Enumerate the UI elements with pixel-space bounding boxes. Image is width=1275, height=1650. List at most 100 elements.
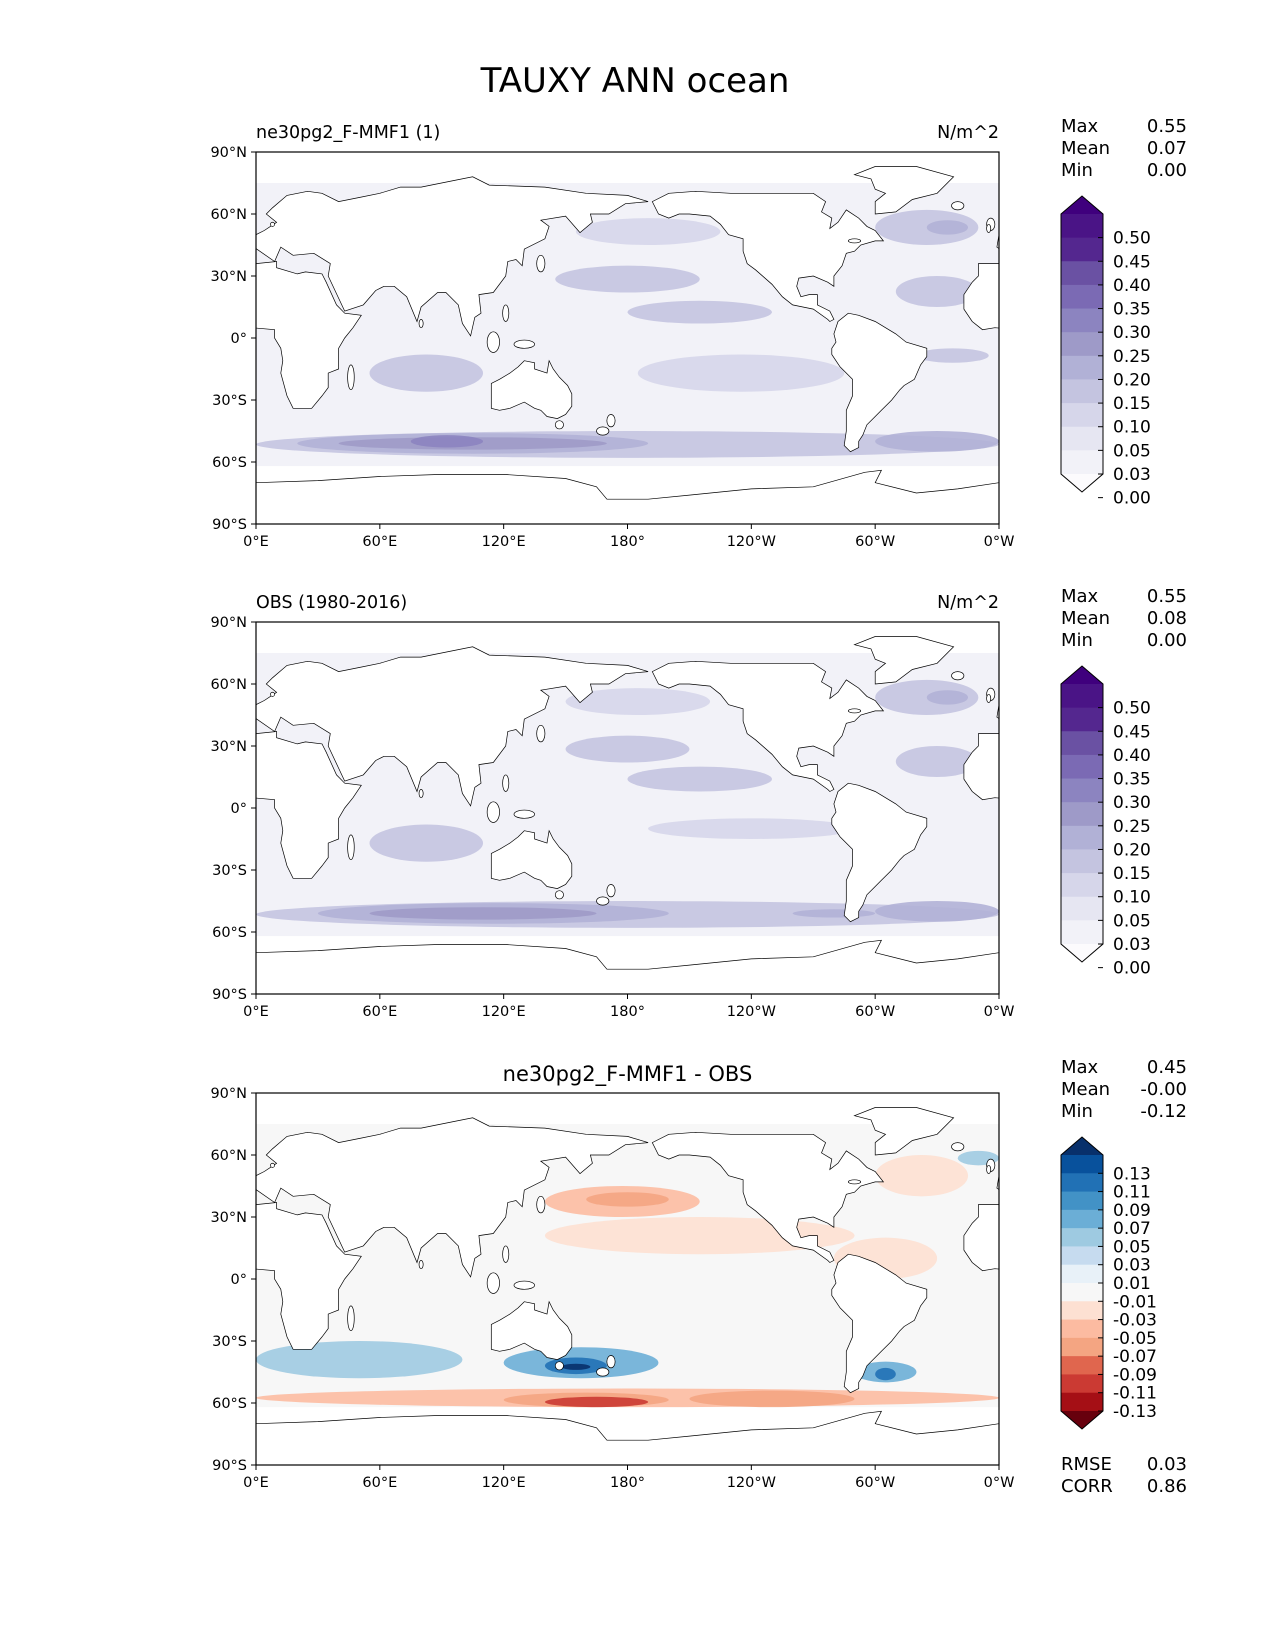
plot-area [256,1107,999,1465]
colorbar-segment [1061,1155,1103,1174]
island [951,201,965,211]
y-tick-label: 60°N [210,207,247,223]
island [513,339,535,349]
colorbar-label: 0.11 [1113,1183,1151,1203]
colorbar-label: 0.40 [1113,276,1151,296]
island [986,1164,992,1174]
coastline-australia [490,829,573,889]
colorbar-label: 0.25 [1113,347,1151,367]
field-band [369,907,597,920]
coastline-greenland [853,166,955,215]
island [270,221,275,227]
colorbar-extend-max [1061,666,1103,684]
island [596,426,610,436]
colorbar-label: 0.03 [1113,1256,1151,1276]
coastline-africa-wrap [963,1204,999,1272]
colorbar-segment [1061,450,1103,475]
island [536,724,546,743]
y-tick-label: 90°N [210,615,247,631]
island [347,834,355,861]
x-tick-label: 0°E [243,1475,269,1491]
y-tick-label: 90°S [212,987,247,1003]
colorbar-label: 0.50 [1113,699,1151,719]
colorbar-label: -0.09 [1113,1365,1157,1385]
colorbar-extend-min [1061,1411,1103,1429]
colorbar-label: 0.30 [1113,793,1151,813]
field-band [575,218,721,245]
field-band [555,265,700,293]
coastline-greenland [853,1107,955,1156]
colorbar-label: 0.05 [1113,911,1151,931]
x-tick-label: 0°E [243,1004,269,1020]
stat-label: Mean [1061,608,1110,629]
field-band [926,220,969,235]
island [554,890,564,900]
x-tick-label: 60°W [855,1475,895,1491]
coastline-sam [831,782,928,923]
colorbar-segment [1061,1356,1103,1375]
x-tick-label: 60°E [362,1004,397,1020]
field-band [544,1396,649,1408]
stat-value: 0.45 [1147,1057,1187,1078]
colorbar: 0.50 0.45 0.40 0.35 0.30 0.25 0.20 0.15 0.10 0.05… [1060,665,1151,979]
stat-label: Mean [1061,138,1110,159]
coastline-antarctica [256,1410,999,1465]
island [270,1162,275,1168]
field-band [369,824,484,862]
colorbar-label: 0.07 [1113,1219,1151,1239]
x-tick-label: 180° [610,1475,645,1491]
island [554,420,564,430]
stat-value: 0.55 [1147,116,1187,137]
colorbar-label: 0.03 [1113,465,1151,485]
y-tick-label: 0° [231,331,247,347]
colorbar-segment [1061,778,1103,803]
coastline-australia [490,359,573,419]
field-band [637,354,845,392]
colorbar-extend-max [1061,1137,1103,1155]
colorbar-label: 0.05 [1113,1237,1151,1257]
panel-units: N/m^2 [937,123,999,143]
colorbar-segment [1061,1283,1103,1302]
colorbar-label: 0.15 [1113,864,1151,884]
panel-units: N/m^2 [937,593,999,613]
coastline-nam [651,660,885,792]
x-tick-label: 180° [610,1004,645,1020]
x-tick-label: 120°W [727,534,776,550]
colorbar: 0.50 0.45 0.40 0.35 0.30 0.25 0.20 0.15 0.10 0.05… [1060,195,1151,509]
y-tick-label: 60°N [210,677,247,693]
colorbar-label: 0.20 [1113,840,1151,860]
colorbar-segment [1061,1191,1103,1211]
panels: 90°N60°N30°N0°30°S60°S90°S0°E 60°E 120°E 18… [210,116,1187,1497]
coastline-antarctica [256,939,999,994]
island [596,1367,610,1377]
colorbar-segment [1061,825,1103,850]
coastline-africa-wrap [963,263,999,331]
x-tick-label: 60°E [362,534,397,550]
colorbar-segment [1061,237,1103,262]
colorbar-label: -0.01 [1113,1292,1157,1312]
coastline-eurasia [256,176,649,337]
stat-label: Max [1061,116,1099,137]
chart-panel-3: 90°N 60°N 30°N 0° 30°S 60°S 90°S0°E 60°E 120°E 18… [210,1057,1187,1497]
island [606,1355,616,1369]
metric-label: CORR [1061,1476,1113,1497]
field-band [875,431,999,452]
x-tick-label: 120°E [482,1475,526,1491]
stat-value: 0.08 [1147,608,1187,629]
island [951,671,965,681]
x-tick-label: 0°E [243,534,269,550]
island [513,1280,535,1290]
colorbar-label: 0.35 [1113,300,1151,320]
colorbar-label: -0.07 [1113,1347,1157,1367]
colorbar-segment [1061,379,1103,404]
figure-title: TAUXY ANN ocean [480,61,790,101]
colorbar-label: 0.45 [1113,252,1151,272]
x-tick-label: 0°W [984,534,1015,550]
colorbar-segment [1061,1392,1103,1412]
island [847,238,862,244]
x-tick-label: 120°W [727,1004,776,1020]
colorbar-label: 0.20 [1113,370,1151,390]
colorbar-segment [1061,332,1103,357]
field-band [369,354,484,392]
